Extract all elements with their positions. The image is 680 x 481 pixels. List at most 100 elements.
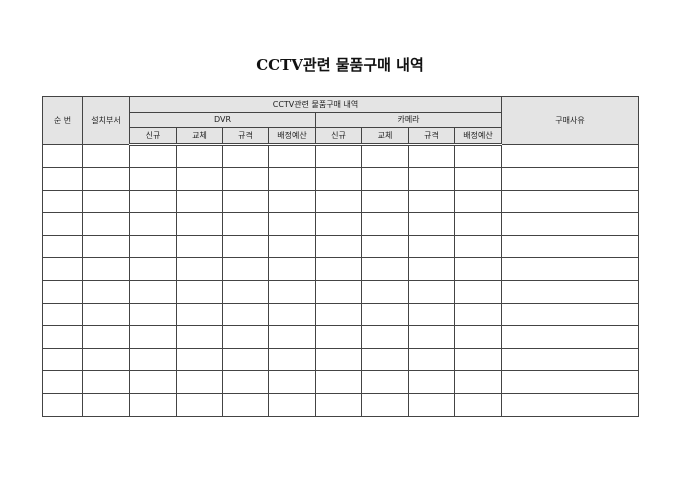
table-cell[interactable] [222, 257, 269, 282]
table-cell[interactable] [268, 280, 316, 304]
table-cell[interactable] [42, 234, 83, 259]
table-cell[interactable] [222, 393, 269, 417]
table-cell[interactable] [176, 143, 223, 169]
table-cell[interactable] [454, 370, 502, 395]
table-cell[interactable] [501, 143, 639, 169]
table-cell[interactable] [129, 189, 177, 214]
table-cell[interactable] [176, 234, 223, 259]
table-cell[interactable] [222, 370, 269, 395]
table-cell[interactable] [454, 257, 502, 282]
table-cell[interactable] [129, 212, 177, 236]
table-cell[interactable] [454, 347, 502, 372]
table-cell[interactable] [222, 347, 269, 372]
table-cell[interactable] [129, 257, 177, 282]
table-cell[interactable] [176, 280, 223, 304]
table-cell[interactable] [315, 189, 362, 214]
table-cell[interactable] [268, 302, 316, 327]
table-cell[interactable] [222, 143, 269, 169]
table-cell[interactable] [454, 393, 502, 417]
table-cell[interactable] [82, 234, 130, 259]
table-cell[interactable] [268, 143, 316, 169]
table-cell[interactable] [501, 393, 639, 417]
table-cell[interactable] [129, 325, 177, 349]
table-cell[interactable] [408, 370, 455, 395]
table-cell[interactable] [408, 143, 455, 169]
table-cell[interactable] [82, 347, 130, 372]
table-cell[interactable] [82, 189, 130, 214]
table-cell[interactable] [42, 189, 83, 214]
table-cell[interactable] [82, 302, 130, 327]
table-cell[interactable] [176, 257, 223, 282]
table-cell[interactable] [501, 370, 639, 395]
table-cell[interactable] [222, 325, 269, 349]
table-cell[interactable] [501, 212, 639, 236]
table-cell[interactable] [176, 302, 223, 327]
table-cell[interactable] [408, 234, 455, 259]
table-cell[interactable] [501, 167, 639, 191]
table-cell[interactable] [501, 257, 639, 282]
table-cell[interactable] [42, 302, 83, 327]
table-cell[interactable] [268, 393, 316, 417]
table-cell[interactable] [454, 234, 502, 259]
table-cell[interactable] [454, 302, 502, 327]
table-cell[interactable] [82, 393, 130, 417]
table-cell[interactable] [176, 189, 223, 214]
table-cell[interactable] [268, 370, 316, 395]
table-cell[interactable] [408, 257, 455, 282]
table-cell[interactable] [176, 393, 223, 417]
table-cell[interactable] [501, 189, 639, 214]
table-cell[interactable] [268, 257, 316, 282]
table-cell[interactable] [408, 167, 455, 191]
table-cell[interactable] [129, 143, 177, 169]
table-cell[interactable] [408, 302, 455, 327]
table-cell[interactable] [222, 302, 269, 327]
table-cell[interactable] [454, 212, 502, 236]
table-cell[interactable] [82, 257, 130, 282]
table-cell[interactable] [315, 234, 362, 259]
table-cell[interactable] [361, 302, 409, 327]
table-cell[interactable] [82, 143, 130, 169]
table-cell[interactable] [129, 347, 177, 372]
table-cell[interactable] [361, 189, 409, 214]
table-cell[interactable] [454, 280, 502, 304]
table-cell[interactable] [129, 234, 177, 259]
table-cell[interactable] [454, 325, 502, 349]
table-cell[interactable] [129, 393, 177, 417]
table-cell[interactable] [361, 393, 409, 417]
table-cell[interactable] [315, 325, 362, 349]
table-cell[interactable] [82, 167, 130, 191]
table-cell[interactable] [129, 370, 177, 395]
table-cell[interactable] [408, 347, 455, 372]
table-cell[interactable] [82, 280, 130, 304]
table-cell[interactable] [129, 280, 177, 304]
table-cell[interactable] [501, 325, 639, 349]
table-cell[interactable] [501, 280, 639, 304]
table-cell[interactable] [176, 347, 223, 372]
table-cell[interactable] [82, 370, 130, 395]
table-cell[interactable] [42, 257, 83, 282]
table-cell[interactable] [176, 370, 223, 395]
table-cell[interactable] [361, 212, 409, 236]
table-cell[interactable] [361, 370, 409, 395]
table-cell[interactable] [361, 167, 409, 191]
table-cell[interactable] [315, 143, 362, 169]
table-cell[interactable] [42, 212, 83, 236]
table-cell[interactable] [42, 143, 83, 169]
table-cell[interactable] [42, 370, 83, 395]
table-cell[interactable] [315, 347, 362, 372]
table-cell[interactable] [268, 347, 316, 372]
table-cell[interactable] [268, 212, 316, 236]
table-cell[interactable] [315, 257, 362, 282]
table-cell[interactable] [408, 189, 455, 214]
table-cell[interactable] [42, 167, 83, 191]
table-cell[interactable] [129, 302, 177, 327]
table-cell[interactable] [268, 167, 316, 191]
table-cell[interactable] [408, 280, 455, 304]
table-cell[interactable] [222, 280, 269, 304]
table-cell[interactable] [361, 234, 409, 259]
table-cell[interactable] [501, 347, 639, 372]
table-cell[interactable] [222, 167, 269, 191]
table-cell[interactable] [501, 302, 639, 327]
table-cell[interactable] [315, 167, 362, 191]
table-cell[interactable] [361, 143, 409, 169]
